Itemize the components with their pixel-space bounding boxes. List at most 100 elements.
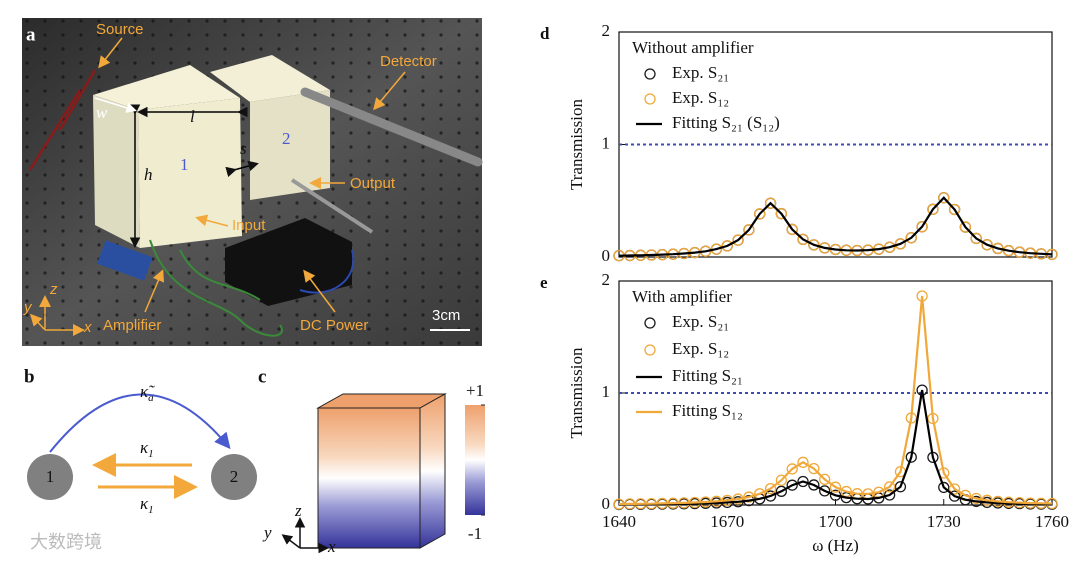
data-point — [775, 208, 788, 220]
legend-marker — [644, 344, 656, 356]
panel-letter: e — [540, 273, 548, 292]
legend-label: Exp. S₁₂ — [672, 339, 729, 358]
y-axis-label: Transmission — [567, 98, 586, 190]
data-point — [916, 221, 928, 233]
data-point — [948, 203, 961, 216]
label: Source — [96, 21, 144, 38]
data-point — [938, 192, 950, 204]
label: Amplifier — [103, 317, 161, 334]
legend-label: Fitting S₁₂ — [672, 401, 743, 420]
data-point — [883, 481, 896, 493]
data-point — [808, 239, 820, 251]
data-point — [764, 490, 777, 502]
legend-label: Exp. S₁₂ — [672, 88, 729, 107]
rate-label: κ1 — [140, 438, 154, 460]
data-point — [894, 238, 907, 250]
photo — [22, 18, 483, 346]
x-tick-label: 1700 — [819, 512, 853, 531]
axis-label: z — [294, 501, 302, 520]
legend-label: Fitting S₂₁ — [672, 366, 743, 385]
data-point — [786, 479, 798, 491]
y-tick-label: 2 — [602, 21, 611, 40]
data-point — [775, 485, 788, 497]
axis-label: x — [327, 537, 336, 556]
legend-label: Exp. S₂₁ — [672, 63, 729, 82]
data-point — [775, 474, 788, 486]
axis-arrow — [281, 534, 301, 549]
label: y — [23, 299, 33, 316]
data-point — [786, 463, 798, 475]
node — [27, 454, 73, 500]
data-point — [797, 475, 809, 488]
legend-title: Without amplifier — [632, 38, 754, 57]
data-point — [721, 240, 733, 252]
legend-label: Fitting S₂₁ (S₁₂) — [672, 113, 780, 132]
label: Detector — [380, 53, 437, 70]
fit-line — [618, 389, 1053, 506]
colorbar — [465, 405, 485, 515]
x-tick-label: 1730 — [927, 512, 961, 531]
data-point — [927, 203, 939, 215]
y-tick-label: 1 — [602, 382, 611, 401]
data-point — [938, 481, 950, 494]
data-point — [797, 456, 809, 468]
y-tick-label: 0 — [602, 246, 611, 265]
label: h — [144, 165, 153, 184]
data-point — [764, 482, 777, 495]
data-point — [829, 481, 842, 493]
data-point — [819, 485, 831, 497]
node — [211, 454, 257, 500]
legend-marker — [644, 68, 656, 80]
x-tick-label: 1640 — [602, 512, 636, 531]
data-point — [948, 490, 961, 502]
x-axis-label: ω (Hz) — [812, 536, 859, 555]
rate-label: κ1 — [140, 494, 154, 516]
data-point — [819, 473, 831, 486]
plot-marks — [613, 192, 1058, 262]
y-tick-label: 1 — [602, 133, 611, 152]
legend-title: With amplifier — [632, 287, 732, 306]
data-point — [743, 224, 755, 236]
axis-label: y — [262, 523, 272, 542]
cube — [316, 393, 447, 549]
data-point — [948, 483, 961, 495]
label: z — [49, 281, 58, 298]
data-point — [905, 232, 917, 244]
data-point — [981, 239, 993, 251]
data-point — [959, 221, 972, 233]
panel-letter: a — [26, 24, 36, 45]
data-point — [894, 481, 907, 493]
label: 2 — [282, 129, 291, 148]
data-point — [808, 462, 820, 475]
label: s — [240, 139, 247, 158]
data-point — [786, 223, 798, 236]
label: 1 — [180, 155, 189, 174]
y-tick-label: 0 — [602, 494, 611, 513]
x-tick-label: 1670 — [710, 512, 744, 531]
colorbar-label: +1 — [466, 381, 484, 400]
data-point — [970, 232, 982, 245]
data-point — [754, 208, 766, 220]
data-point — [808, 479, 820, 491]
legend-marker — [644, 317, 656, 329]
node-label: 2 — [230, 467, 239, 486]
x-tick-label: 1760 — [1035, 512, 1069, 531]
colorbar-label: -1 — [468, 524, 482, 543]
plot-marks — [613, 290, 1058, 511]
legend-label: Exp. S₂₁ — [672, 312, 729, 331]
fit-line — [618, 196, 1053, 257]
panel-letter: d — [540, 24, 550, 43]
watermark: 大数跨境 — [30, 532, 102, 553]
data-point — [883, 489, 896, 501]
label: Output — [350, 175, 396, 192]
label: l — [190, 107, 195, 126]
fit-line — [618, 295, 1053, 506]
rate-label: κ̃a — [140, 382, 155, 404]
y-tick-label: 2 — [602, 270, 611, 289]
data-point — [764, 197, 777, 209]
data-point — [732, 234, 744, 246]
arrow — [49, 393, 231, 453]
data-point — [797, 233, 809, 245]
node-label: 1 — [46, 467, 55, 486]
